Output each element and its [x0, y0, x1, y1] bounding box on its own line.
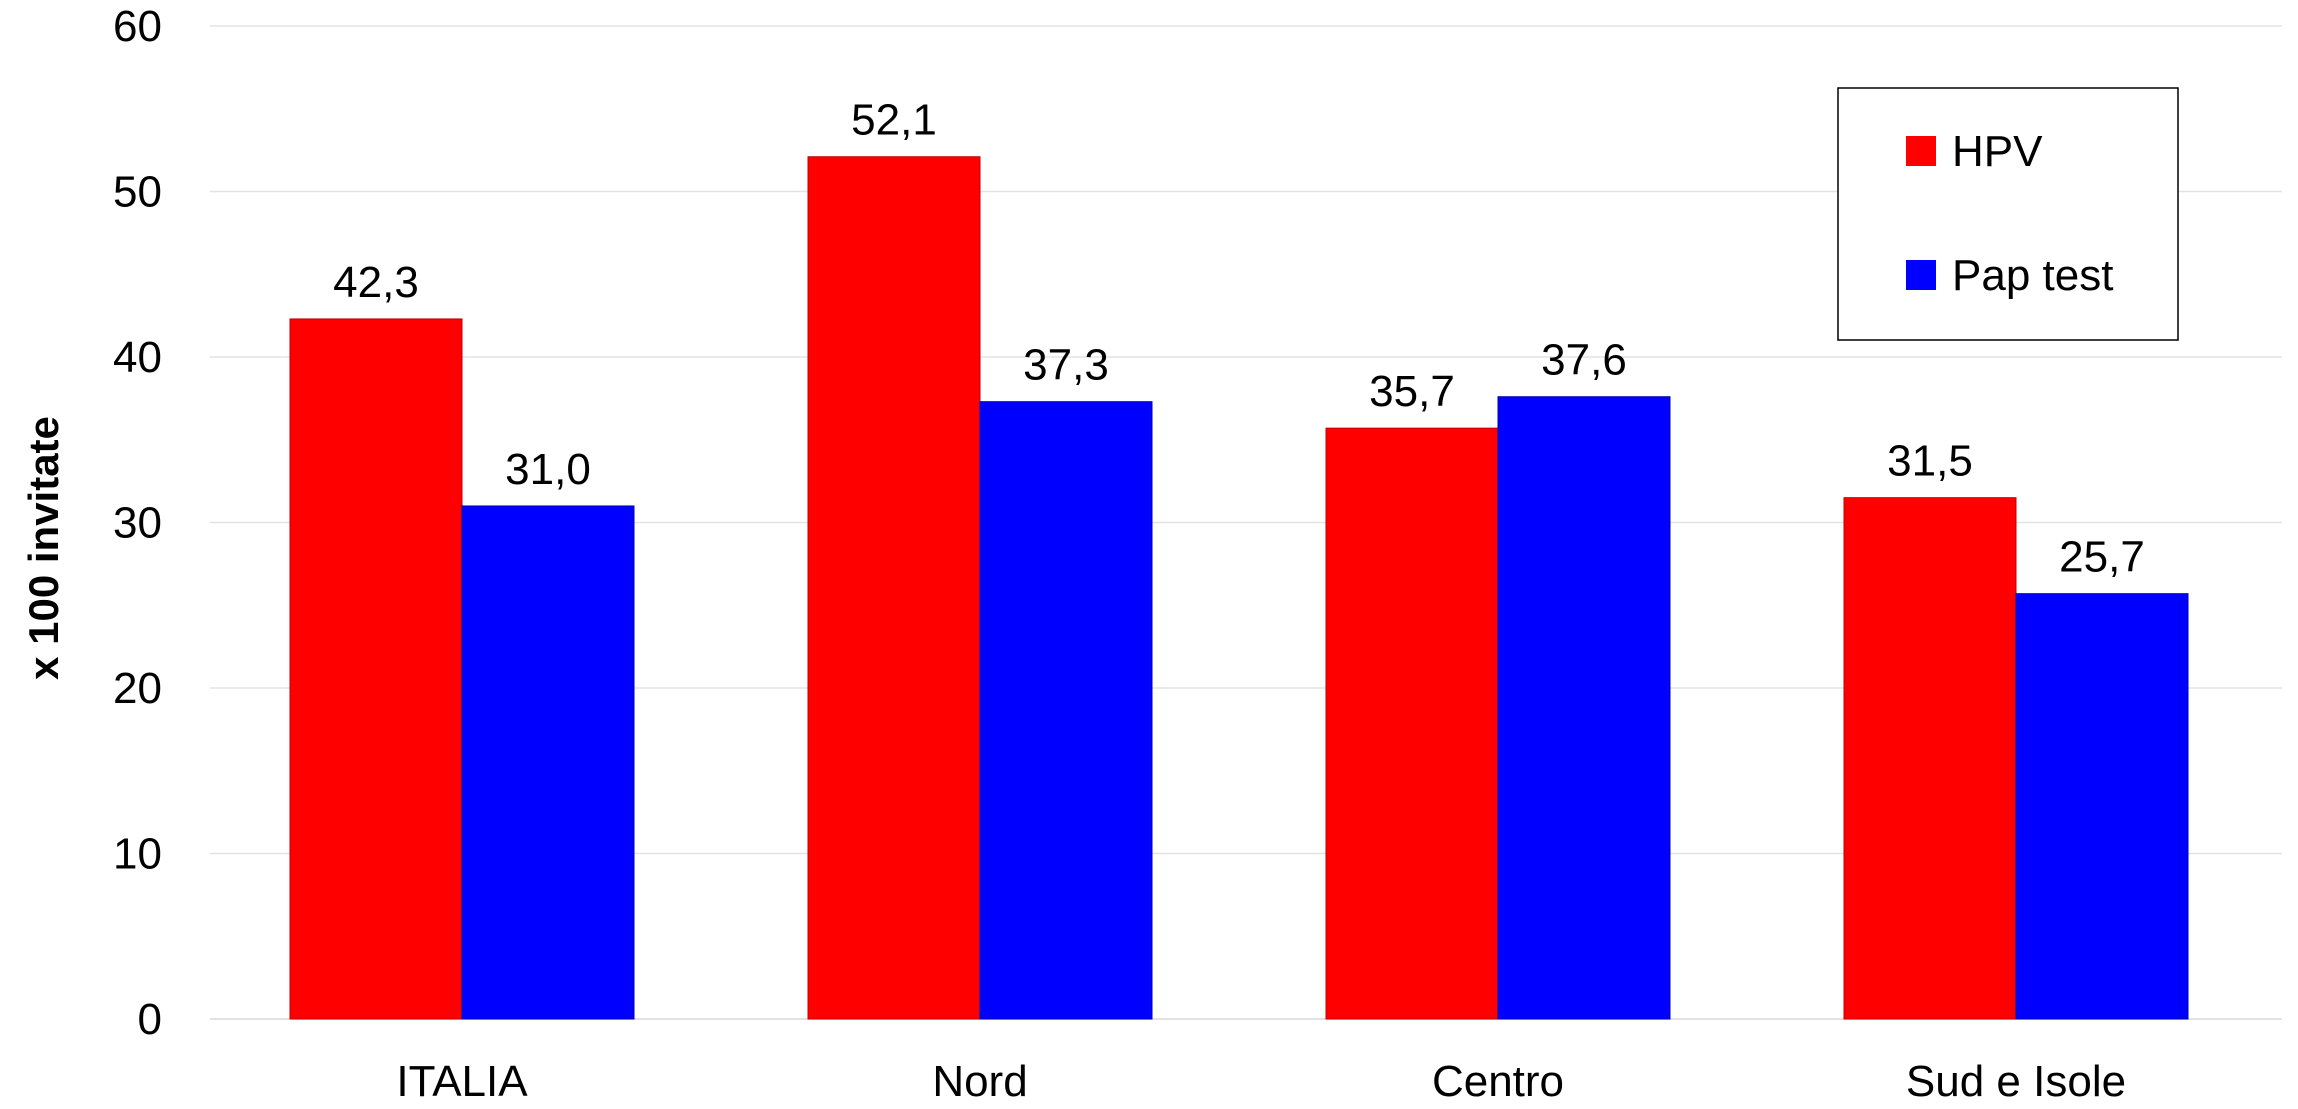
legend-label: Pap test	[1952, 251, 2113, 300]
data-label: 52,1	[851, 96, 937, 145]
legend: HPV Pap test	[1837, 87, 2179, 341]
x-category-label: Centro	[1432, 1057, 1564, 1104]
legend-swatch	[1906, 260, 1936, 290]
data-label: 37,6	[1541, 336, 1627, 385]
y-tick-label: 20	[113, 664, 162, 713]
bar-hpv	[1843, 497, 2017, 1020]
bar-pap-test	[979, 401, 1153, 1020]
bar-hpv	[289, 318, 463, 1020]
data-label: 25,7	[2059, 533, 2145, 582]
x-category-label: ITALIA	[396, 1057, 528, 1104]
legend-label: HPV	[1952, 127, 2043, 176]
bars	[289, 156, 2189, 1020]
data-labels: 42,3 31,0 52,1 37,3 35,7 37,6 31,5 25,7	[333, 96, 2145, 582]
data-label: 37,3	[1023, 341, 1109, 390]
bar-hpv	[1325, 427, 1499, 1020]
x-category-label: Nord	[932, 1057, 1027, 1104]
data-label: 31,5	[1887, 437, 1973, 486]
y-axis-label: x 100 invitate	[20, 416, 67, 680]
bar-pap-test	[2015, 593, 2189, 1020]
data-label: 35,7	[1369, 367, 1455, 416]
bar-pap-test	[461, 505, 635, 1020]
y-tick-label: 30	[113, 499, 162, 548]
data-label: 42,3	[333, 258, 419, 307]
y-axis-ticks: 0 10 20 30 40 50 60	[113, 2, 162, 1044]
y-tick-label: 60	[113, 2, 162, 51]
y-tick-label: 50	[113, 168, 162, 217]
x-category-label: Sud e Isole	[1906, 1057, 2126, 1104]
y-tick-label: 10	[113, 830, 162, 879]
legend-swatch	[1906, 136, 1936, 166]
x-axis-categories: ITALIA Nord Centro Sud e Isole	[396, 1057, 2126, 1106]
y-tick-label: 40	[113, 333, 162, 382]
legend-box	[1837, 87, 2179, 341]
y-tick-label: 0	[138, 995, 162, 1044]
bar-hpv	[807, 156, 981, 1020]
bar-pap-test	[1497, 396, 1671, 1020]
data-label: 31,0	[505, 445, 591, 494]
